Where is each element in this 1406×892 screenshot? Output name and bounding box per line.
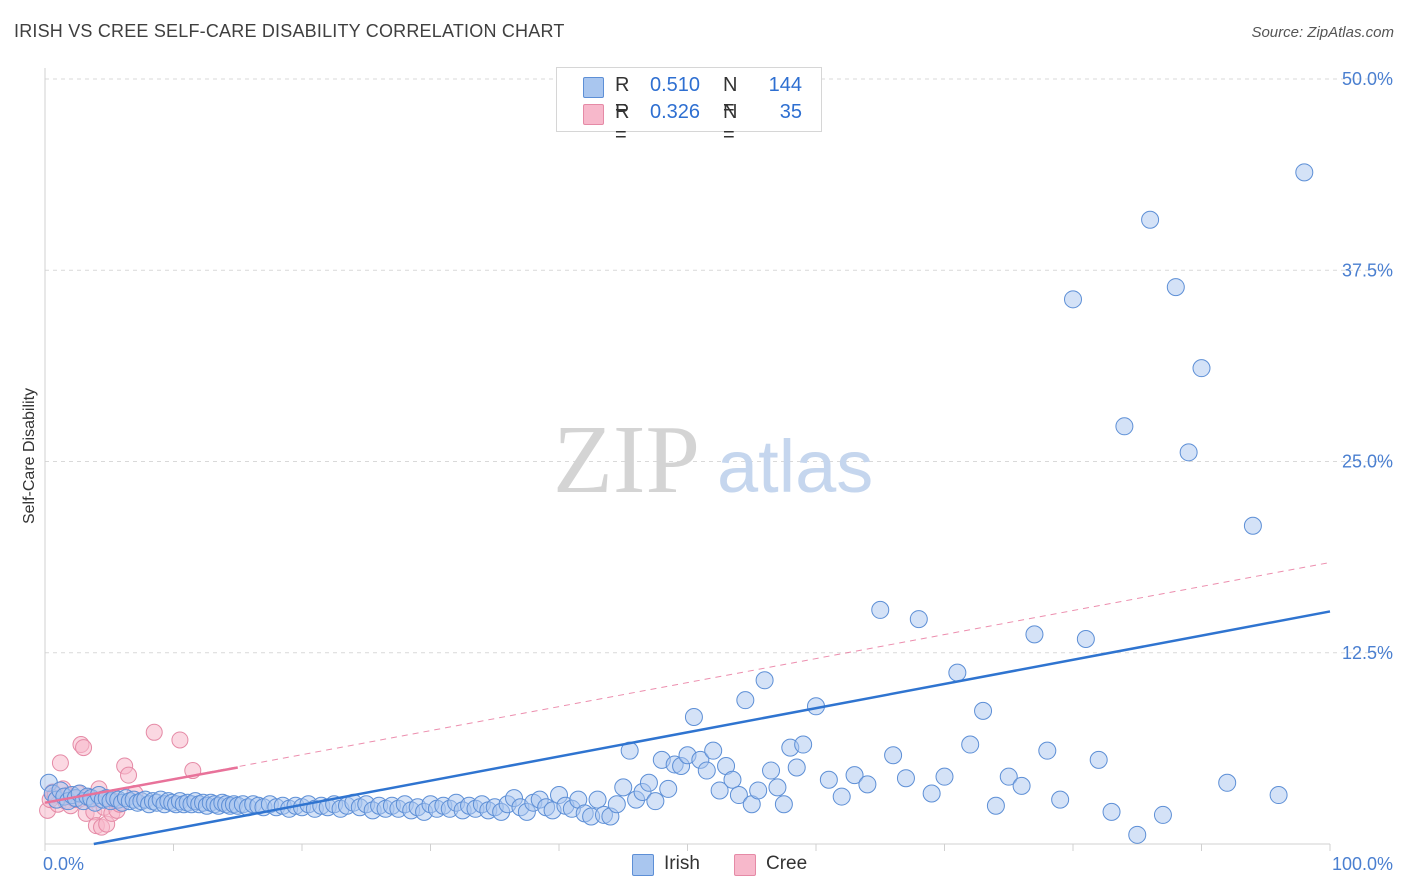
irish-point [736,691,755,710]
legend-r-label: R = [615,74,630,119]
irish-point [922,784,941,803]
irish-point [1076,629,1095,648]
irish-point [999,767,1018,786]
trend-lines [44,561,1331,846]
grid-lines [45,78,1390,654]
bottom-legend-swatch-irish [632,854,654,876]
y-tick-label: 25.0% [1342,452,1393,472]
source-credit: Source: ZipAtlas.com [1251,24,1394,41]
irish-point [768,778,787,797]
bottom-legend-label-irish: Irish [664,853,700,874]
legend-swatch-cree [583,104,604,125]
irish-point [710,781,729,800]
irish-points [39,163,1314,844]
irish-point [1128,825,1147,844]
irish-point [871,600,890,619]
irish-point [704,741,723,760]
irish-point [697,761,716,780]
irish-point [1243,516,1262,535]
cree-point [171,731,189,749]
y-axis-label: Self-Care Disability [21,388,38,524]
irish-point [974,701,993,720]
irish-point [1153,805,1172,824]
axes [44,68,1331,851]
legend: R = 0.510 N = 144 R = 0.326 N = 35 [556,67,822,146]
irish-point [1012,776,1031,795]
irish-point [896,769,915,788]
irish-point [1295,163,1314,182]
cree-point [145,723,163,741]
irish-point [729,786,748,805]
cree-trend-extension [44,561,1331,804]
y-tick-label: 37.5% [1342,260,1393,280]
irish-point [794,735,813,754]
irish-point [832,787,851,806]
y-tick-label: 50.0% [1342,69,1393,89]
irish-point [774,795,793,814]
legend-n-value: 35 [779,101,802,123]
irish-point [755,671,774,690]
irish-point [749,781,768,800]
irish-point [845,766,864,785]
irish-point [787,758,806,777]
irish-point [1051,790,1070,809]
irish-point [1141,210,1160,229]
irish-point [909,610,928,629]
watermark-atlas: atlas [717,425,873,508]
irish-point [935,767,954,786]
irish-point [961,735,980,754]
axis-labels: 12.5% 25.0% 37.5% 50.0% 0.0% 100.0% [43,69,1393,874]
irish-point [762,761,781,780]
irish-point [659,779,678,798]
bottom-legend-swatch-cree [734,854,756,876]
y-tick-label: 12.5% [1342,643,1393,663]
cree-point [75,739,93,757]
irish-point [884,746,903,765]
legend-swatch-irish [583,77,604,98]
x-tick-label: 0.0% [43,854,84,874]
watermark-zip: ZIP [553,406,700,514]
legend-n-label: N = [723,74,738,119]
irish-point [1102,802,1121,821]
watermark: ZIP atlas [553,406,873,514]
legend-r-value: 0.510 [650,74,701,96]
irish-trend-line [93,610,1331,846]
chart-title: IRISH VS CREE SELF-CARE DISABILITY CORRE… [14,21,565,41]
irish-point [588,790,607,809]
legend-r-label: R = [615,101,630,146]
irish-point [723,770,742,789]
irish-point [1115,417,1134,436]
irish-point [1269,786,1288,805]
irish-point [1179,443,1198,462]
x-tick-label: 100.0% [1332,854,1393,874]
irish-point [1025,625,1044,644]
legend-n-value: 144 [768,74,802,96]
irish-point [1038,741,1057,760]
irish-point [614,778,633,797]
cree-point [51,754,69,772]
irish-point [684,708,703,727]
irish-point [639,773,658,792]
legend-n-label: N = [723,101,738,146]
cree-trend-line [44,766,238,804]
irish-point [646,792,665,811]
irish-point [1192,359,1211,378]
irish-point [1089,750,1108,769]
bottom-legend-label-cree: Cree [766,853,808,874]
irish-point [1064,290,1082,309]
legend-r-value: 0.326 [650,101,701,123]
irish-point [948,663,967,682]
irish-point [858,775,877,794]
irish-point [986,796,1005,815]
cree-point [120,766,138,784]
irish-point [1166,278,1185,297]
irish-point [607,795,626,814]
irish-point [819,770,838,789]
irish-point [1218,773,1237,792]
